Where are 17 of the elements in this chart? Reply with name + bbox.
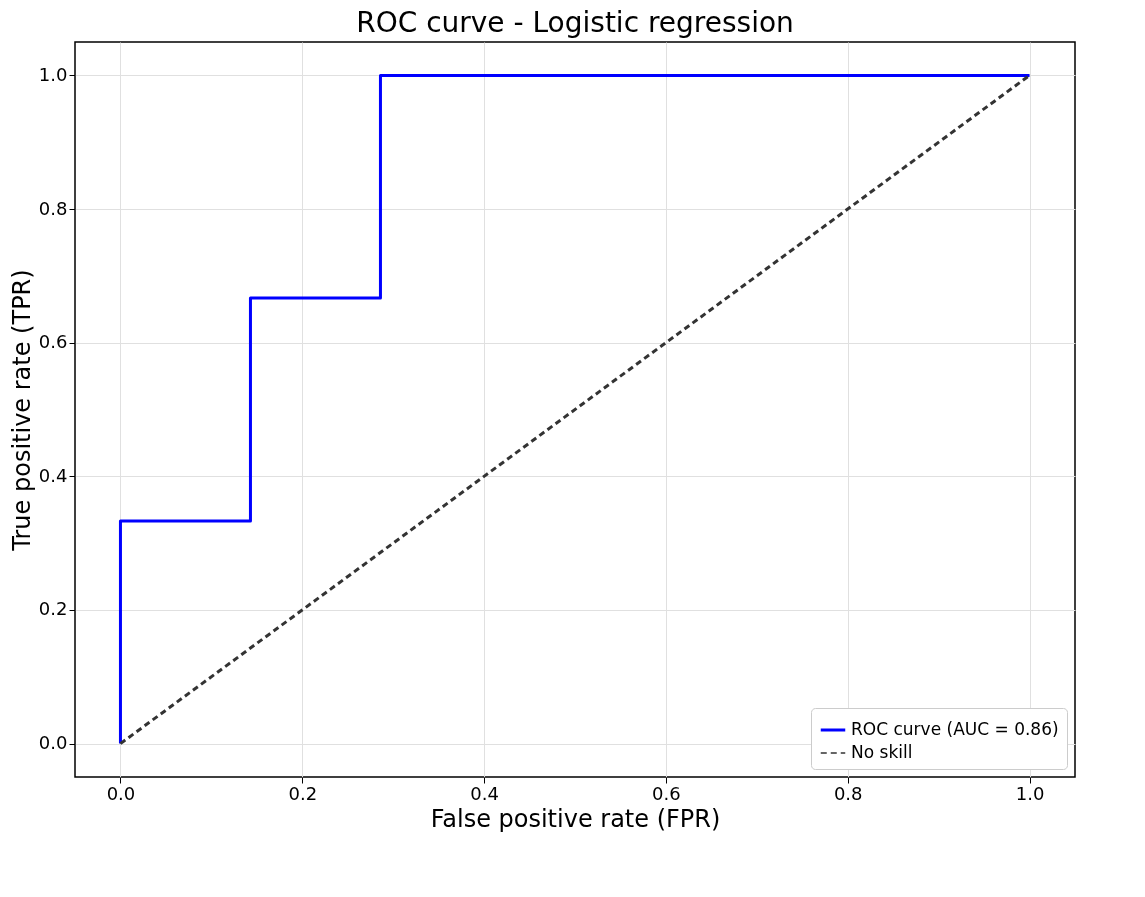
- y-tick-label: 0.8: [38, 197, 68, 219]
- y-tick-label: 0.4: [38, 464, 68, 486]
- x-tick-label: 0.0: [106, 782, 136, 804]
- y-axis-title: True positive rate (TPR): [7, 269, 36, 552]
- x-tick-label: 0.2: [288, 782, 318, 804]
- x-tick-label: 1.0: [1015, 782, 1045, 804]
- x-tick-label: 0.8: [833, 782, 863, 804]
- x-tick-label: 0.4: [470, 782, 499, 804]
- y-tick-label: 0.0: [38, 732, 68, 754]
- legend-label: No skill: [851, 742, 913, 762]
- x-axis-title: False positive rate (FPR): [430, 804, 721, 833]
- legend-label: ROC curve (AUC = 0.86): [851, 719, 1059, 739]
- x-tick-label: 0.6: [652, 782, 681, 804]
- y-tick-label: 0.2: [38, 598, 68, 620]
- chart-title: ROC curve - Logistic regression: [356, 6, 794, 39]
- y-tick-label: 1.0: [38, 63, 68, 85]
- y-tick-label: 0.6: [38, 331, 68, 353]
